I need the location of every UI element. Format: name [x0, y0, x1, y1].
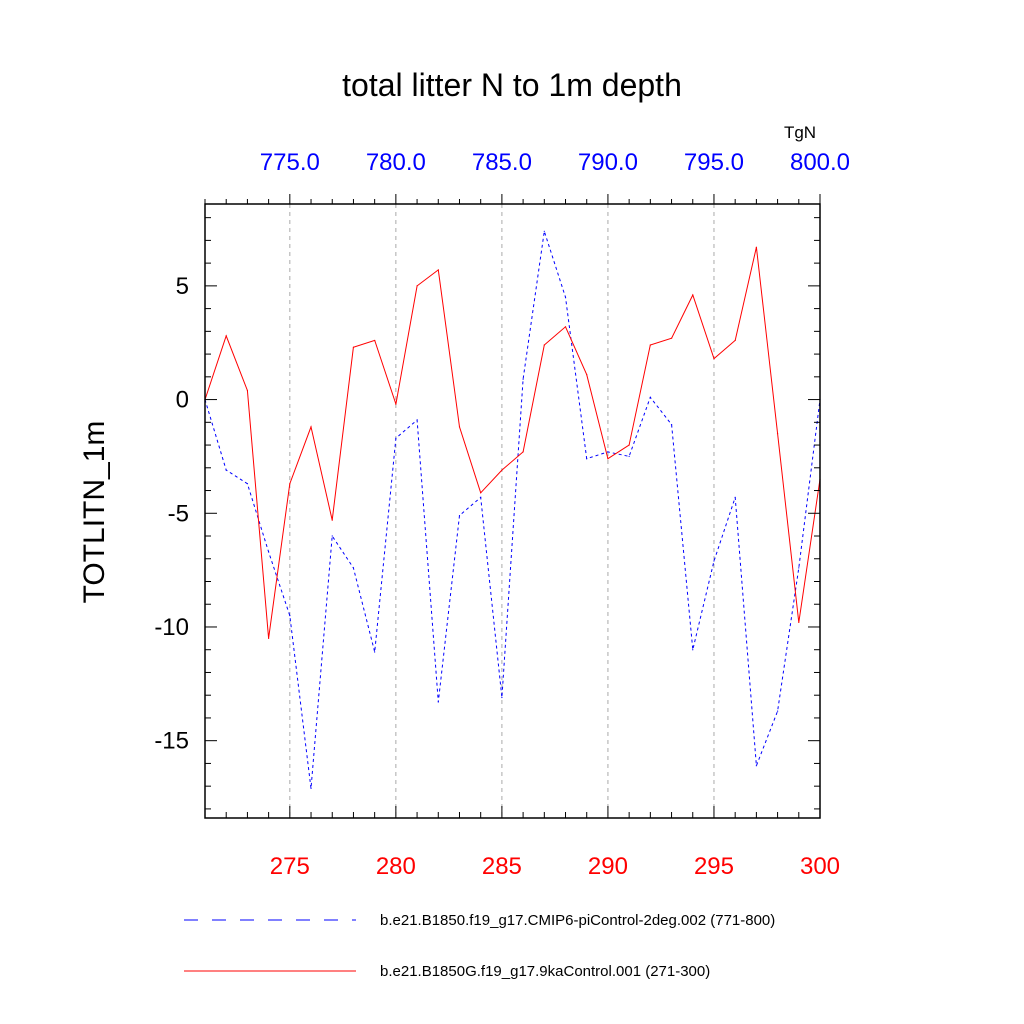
series-1-point	[352, 346, 355, 348]
series-1-point	[416, 285, 418, 287]
series-1-point	[501, 469, 503, 471]
y-tick-label: 5	[176, 273, 189, 300]
series-1-point	[543, 344, 545, 346]
top-tick-label: 785.0	[472, 149, 532, 176]
series-0-point	[649, 396, 651, 398]
y-tick-label: -5	[168, 500, 189, 527]
series-0-point	[713, 560, 715, 562]
series-1-point	[395, 403, 397, 405]
series-1-point	[225, 335, 227, 337]
series-0-point	[734, 496, 736, 498]
top-tick-label: 780.0	[366, 149, 426, 176]
series-0-point	[586, 458, 588, 460]
series-1-point	[755, 246, 757, 248]
top-tick-label: 790.0	[578, 149, 638, 176]
series-0-point	[628, 455, 630, 458]
top-tick-label: 775.0	[260, 149, 320, 176]
series-1-point	[268, 637, 270, 639]
series-0-point	[331, 535, 333, 537]
top-tick-label: 800.0	[790, 149, 850, 176]
series-0-point	[798, 567, 800, 569]
series-0-point	[246, 483, 249, 485]
series-1-point	[713, 358, 715, 360]
series-1-point	[564, 326, 567, 328]
series-0-point	[289, 615, 291, 617]
top-axis-units: TgN	[784, 123, 816, 142]
series-0-point	[374, 651, 376, 653]
legend-label-solid-series: b.e21.B1850G.f19_g17.9kaControl.001 (271…	[380, 963, 710, 980]
axis-ticks	[204, 194, 821, 818]
series-lines	[204, 230, 821, 790]
series-0-point	[522, 378, 524, 380]
y-tick-label: 0	[176, 387, 189, 414]
series-0-point	[607, 451, 609, 453]
series-line-0	[204, 231, 821, 789]
series-0-point	[776, 710, 779, 712]
x-tick-label: 275	[270, 853, 310, 880]
series-0-point	[501, 696, 503, 699]
x-tick-label: 280	[376, 853, 416, 880]
top-tick-label: 795.0	[684, 149, 744, 176]
series-0-point	[458, 514, 461, 517]
x-tick-label: 300	[800, 853, 840, 880]
series-0-point	[670, 423, 673, 426]
series-0-point	[564, 296, 567, 298]
series-0-point	[480, 496, 482, 498]
series-1-point	[246, 389, 249, 392]
series-0-point	[692, 649, 694, 651]
series-1-point	[289, 483, 291, 485]
series-1-point	[649, 344, 651, 346]
series-1-point	[734, 339, 736, 342]
series-1-point	[458, 426, 461, 428]
x-tick-label: 295	[694, 853, 734, 880]
series-0-point	[543, 230, 545, 232]
axis-tick-labels: 275 280 285 290 295 300 775.0 780.0 785.0 790.0 79…	[154, 149, 850, 880]
series-1-point	[480, 492, 482, 494]
series-1-point	[798, 621, 800, 624]
x-tick-label: 290	[588, 853, 628, 880]
y-tick-label: -15	[154, 728, 189, 755]
series-0-point	[395, 437, 397, 439]
series-line-1	[204, 247, 821, 639]
series-1-point	[692, 294, 694, 296]
series-0-point	[437, 701, 439, 703]
series-0-point	[352, 567, 355, 569]
legend: b.e21.B1850.f19_g17.CMIP6-piControl-2deg…	[184, 912, 775, 980]
series-1-point	[331, 519, 333, 521]
x-tick-label: 285	[482, 853, 522, 880]
series-1-point	[776, 433, 779, 435]
series-1-point	[670, 337, 673, 339]
y-tick-label: -10	[154, 614, 189, 641]
chart-title: total litter N to 1m depth	[342, 67, 682, 103]
series-1-point	[310, 426, 312, 428]
series-1-point	[628, 444, 630, 446]
series-1-point	[437, 269, 439, 271]
plot-frame	[204, 203, 821, 819]
series-1-point	[607, 458, 609, 460]
series-1-point	[374, 339, 376, 342]
series-0-point	[416, 419, 418, 421]
legend-label-dashed-series: b.e21.B1850.f19_g17.CMIP6-piControl-2deg…	[380, 912, 775, 929]
series-1-point	[522, 451, 524, 453]
grid-lines	[289, 204, 715, 818]
series-0-point	[268, 551, 270, 553]
series-1-point	[586, 373, 588, 376]
y-axis-label: TOTLITN_1m	[78, 421, 111, 604]
series-0-point	[225, 469, 227, 471]
series-0-point	[755, 765, 757, 767]
series-0-point	[310, 787, 312, 790]
